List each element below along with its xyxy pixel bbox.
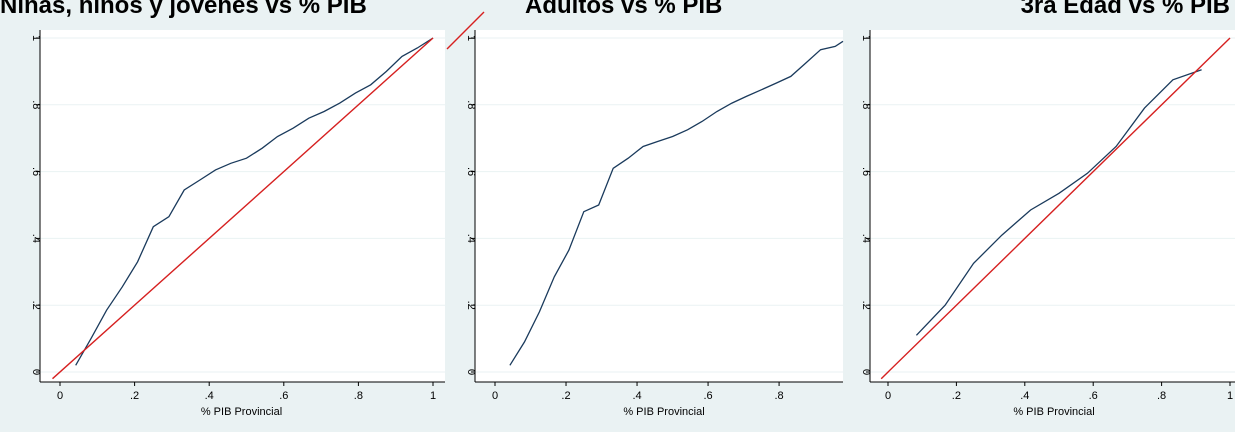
panel-2: Adultos vs % PIB % PIB Provincial 0 .2 .4.…	[465, 0, 843, 418]
x-tick-label-3-2: .4	[1020, 390, 1029, 402]
plot-area-1	[40, 30, 445, 382]
x-tick-label-2-2: .4	[632, 390, 641, 402]
panel-1: Niñas, niños y jóvenes vs % PIB % PIB Pr…	[0, 0, 445, 418]
x-tick-label-3-4: .8	[1157, 390, 1166, 402]
x-axis-label-1: % PIB Provincial	[201, 406, 282, 418]
x-tick-label-3-1: .2	[952, 390, 961, 402]
x-tick-label-3-5: 1	[1227, 390, 1233, 402]
y-tick-label-1-4: .8	[30, 100, 42, 109]
x-tick-label-2-1: .2	[561, 390, 570, 402]
x-tick-label-1-3: .6	[279, 390, 288, 402]
y-tick-label-3-0: 0	[860, 369, 872, 375]
x-tick-label-1-4: .8	[354, 390, 363, 402]
x-tick-label-1-0: 0	[57, 390, 63, 402]
y-tick-label-3-3: .6	[860, 167, 872, 176]
y-tick-label-2-5: 1	[465, 35, 477, 41]
chart-title-2: Adultos vs % PIB	[525, 0, 722, 19]
x-tick-label-1-2: .4	[205, 390, 214, 402]
x-ticks-2: 0 .2 .4 .6 .8	[492, 382, 784, 402]
y-tick-label-1-5: 1	[30, 35, 42, 41]
y-tick-label-3-5: 1	[860, 35, 872, 41]
y-tick-label-1-3: .6	[30, 167, 42, 176]
y-tick-label-3-2: .4	[860, 234, 872, 243]
y-tick-label-2-3: .6	[465, 167, 477, 176]
x-tick-label-1-1: .2	[130, 390, 139, 402]
chart-title-3: 3ra Edad vs % PIB	[1021, 0, 1230, 19]
x-tick-label-3-0: 0	[885, 390, 891, 402]
x-ticks-1: 0 .2 .4 .6 .8 1	[57, 382, 436, 402]
y-tick-label-2-0: 0	[465, 369, 477, 375]
x-tick-label-1-5: 1	[430, 390, 436, 402]
panel-3: 3ra Edad vs % PIB % PIB Provincial 0 .2 .4…	[860, 0, 1235, 418]
x-tick-label-2-3: .6	[703, 390, 712, 402]
y-tick-label-2-1: .2	[465, 301, 477, 310]
x-tick-label-2-0: 0	[492, 390, 498, 402]
chart-title-1: Niñas, niños y jóvenes vs % PIB	[0, 0, 367, 19]
x-ticks-3: 0 .2 .4 .6 .8 1	[885, 382, 1233, 402]
x-tick-label-3-3: .6	[1089, 390, 1098, 402]
y-tick-label-2-2: .4	[465, 234, 477, 243]
plot-area-3	[870, 30, 1235, 382]
y-tick-label-3-4: .8	[860, 100, 872, 109]
y-tick-label-1-2: .4	[30, 234, 42, 243]
y-tick-label-1-1: .2	[30, 301, 42, 310]
y-tick-label-3-1: .2	[860, 301, 872, 310]
y-tick-label-2-4: .8	[465, 100, 477, 109]
x-axis-label-3: % PIB Provincial	[1013, 406, 1094, 418]
y-tick-label-1-0: 0	[30, 369, 42, 375]
x-axis-label-2: % PIB Provincial	[623, 406, 704, 418]
x-tick-label-2-4: .8	[774, 390, 783, 402]
